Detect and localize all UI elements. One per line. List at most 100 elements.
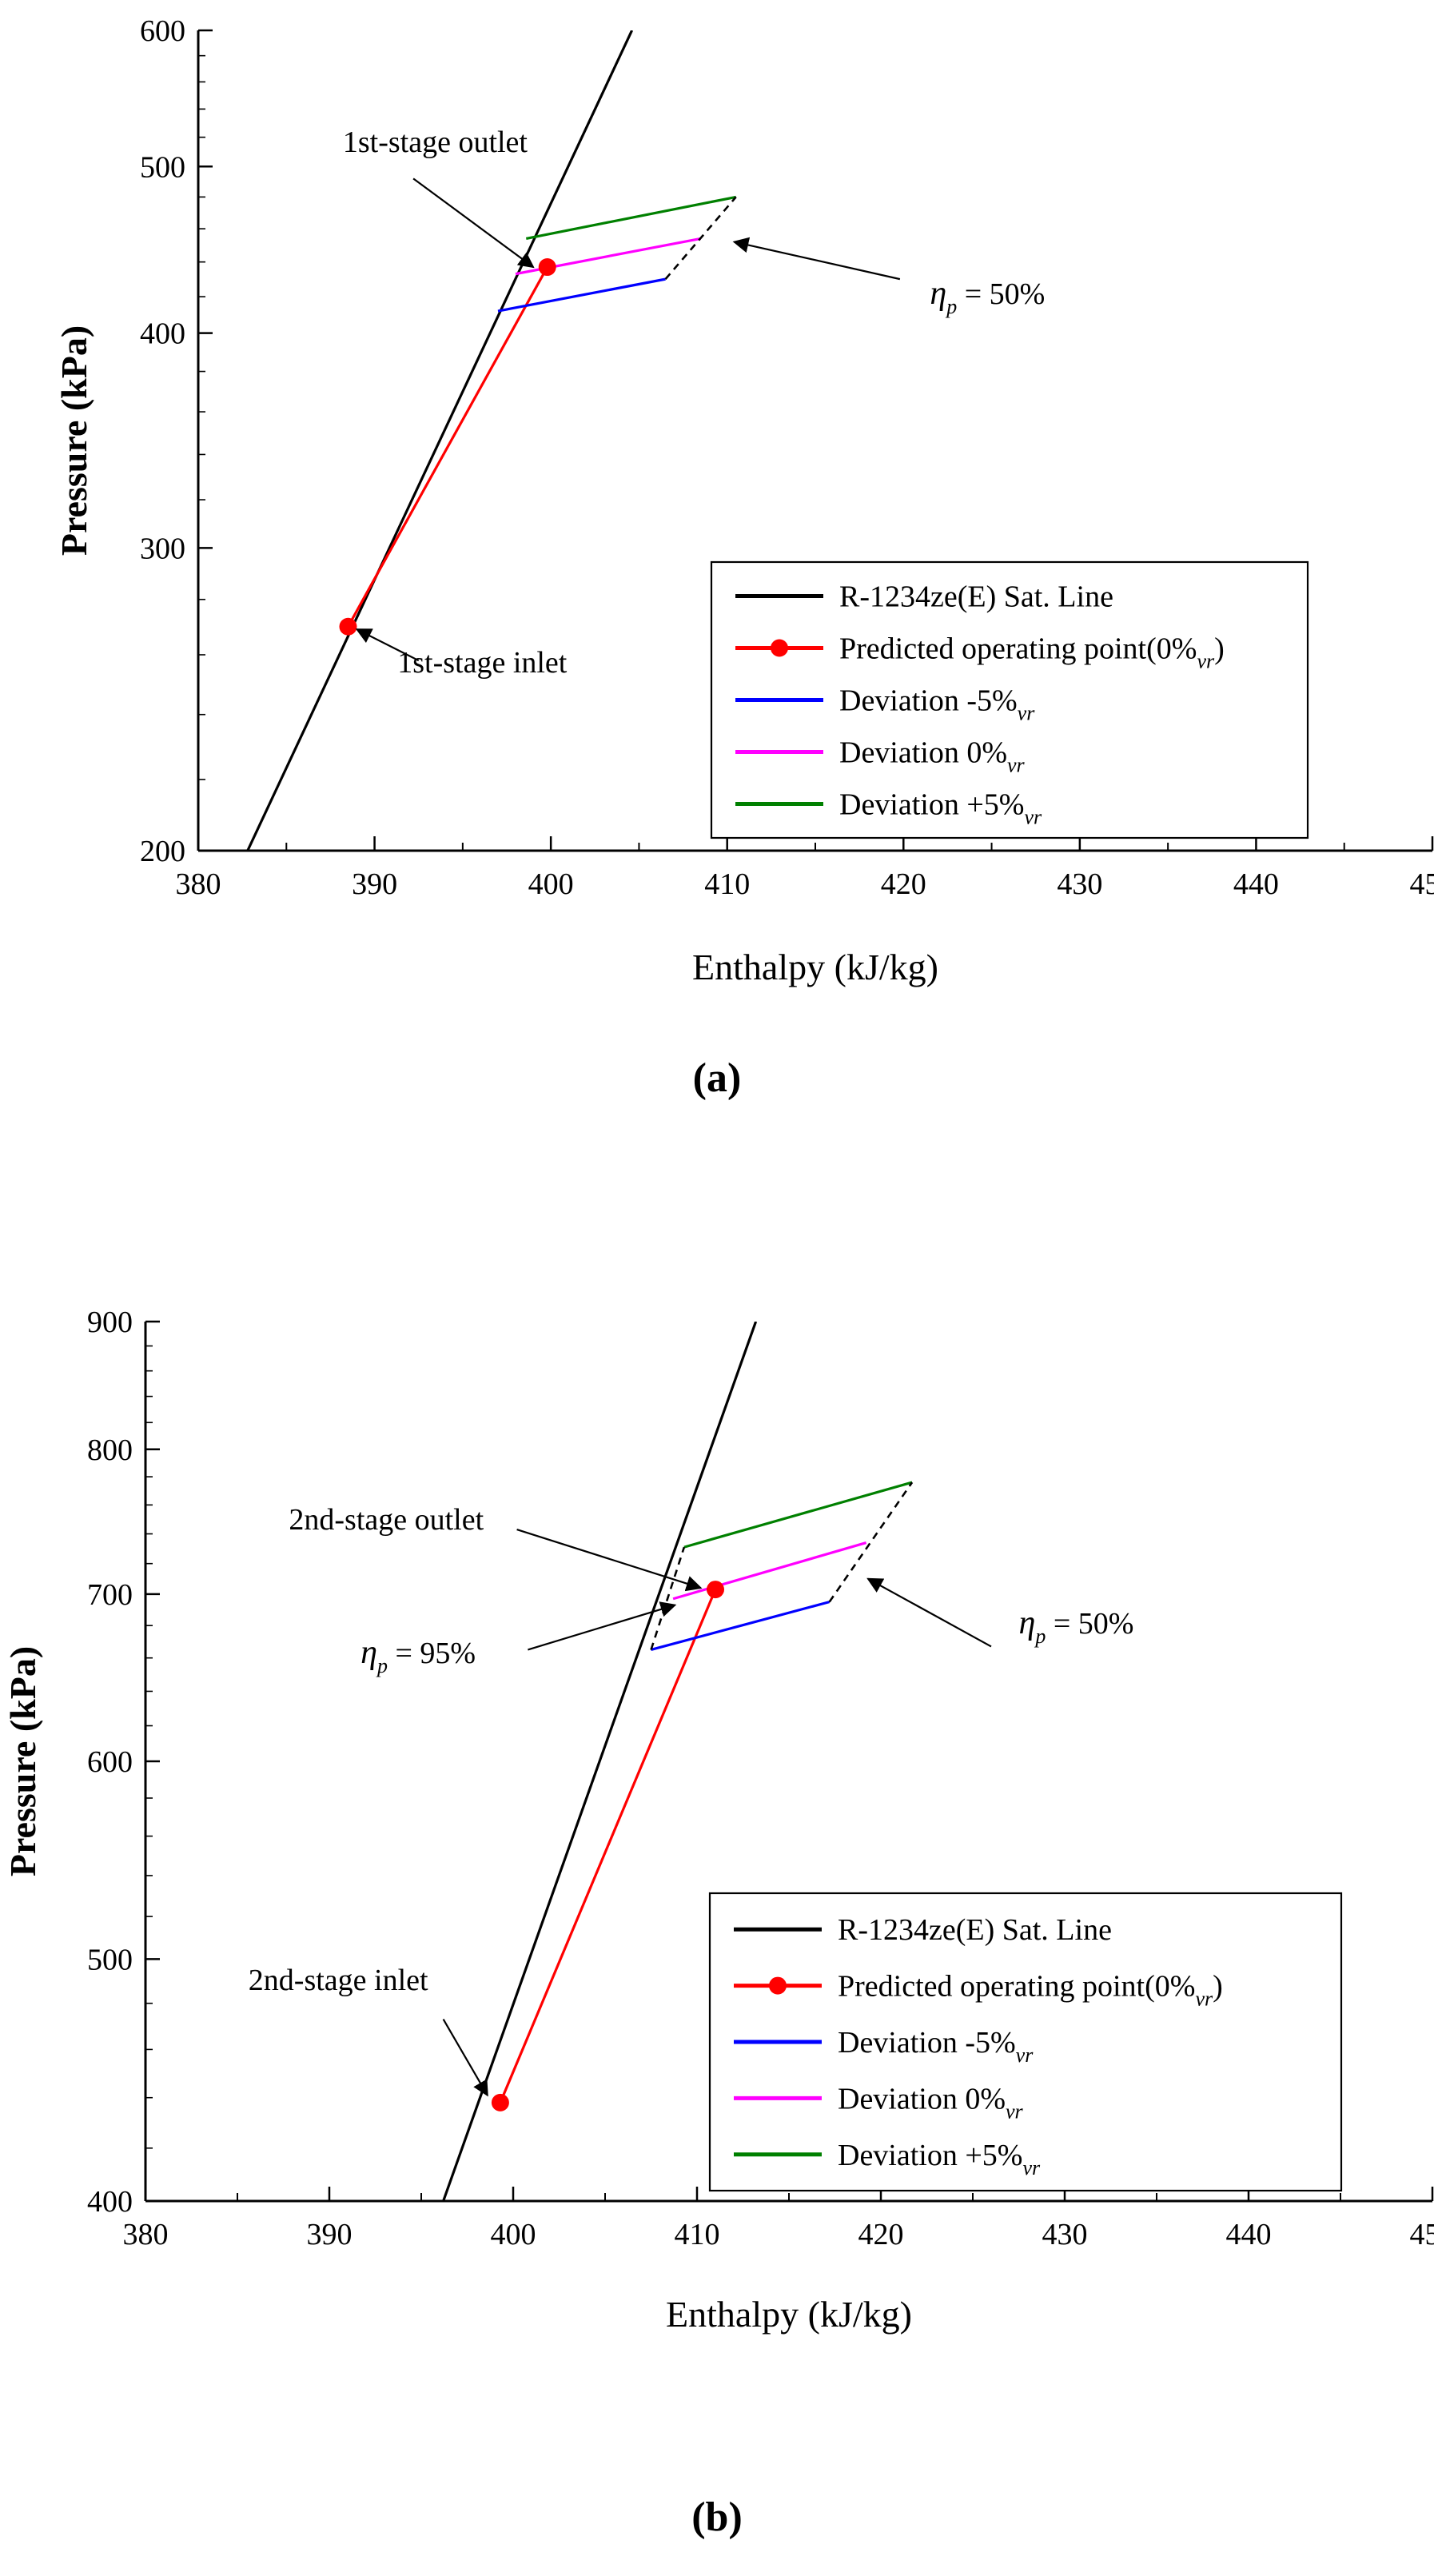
annotation-text: 1st-stage inlet [397,646,568,680]
y-tick-label-text: 400 [140,317,185,351]
annotation-arrow [732,237,901,281]
y-tick-label-text: 700 [87,1578,133,1612]
annotation-rest: = 50% [957,277,1045,311]
x-tick-label-text: 430 [1057,867,1102,901]
y-tick-label: 600 [87,1745,133,1779]
x-tick-label: 390 [352,867,397,901]
annotation-text: 1st-stage outlet [343,126,528,159]
y-tick-label: 900 [87,1306,133,1339]
chart-panel-b: 380 390 400 410 420 430 440 450 400 500 600 700 800 9… [2,1306,1434,2540]
y-tick-label: 300 [140,532,185,565]
series-line-3 [672,1541,867,1601]
x-tick-label: 450 [1410,867,1434,901]
x-tick-label-text: 440 [1233,867,1279,901]
legend-entry-label: Deviation +5%vr [839,788,1042,829]
annotation-arrow [412,177,535,269]
x-tick-label-text: 410 [675,2218,720,2251]
x-axis-label-text: Enthalpy (kJ/kg) [692,947,938,987]
series-line-1 [499,1589,717,2103]
annotation-label: 1st-stage outlet [343,126,528,159]
y-tick-label: 200 [140,835,185,868]
annotation-rest: = 95% [388,1637,476,1670]
annotation-label: ηp = 95% [360,1634,476,1677]
series-line-0 [246,30,634,851]
legend-entry-label: R-1234ze(E) Sat. Line [839,580,1113,614]
x-tick-label: 420 [881,867,926,901]
legend-entry-sub: vr [1007,754,1026,777]
annotation-label: ηp = 50% [930,275,1045,318]
legend-entry-text: R-1234ze(E) Sat. Line [839,580,1113,614]
annotation-eta: η [1019,1605,1036,1641]
y-tick-label-text: 300 [140,532,185,565]
y-tick-label-text: 500 [87,1943,133,1976]
annotation-rest: = 50% [1046,1607,1133,1641]
chart-panel-a: 380 390 400 410 420 430 440 450 200 300 400 500 600 E… [54,14,1434,1101]
legend-entry-sub: vr [1195,1988,1213,2011]
y-tick-label: 500 [87,1943,133,1976]
x-tick-label-text: 410 [704,867,750,901]
series-line-0 [442,1322,758,2201]
x-tick-label: 430 [1042,2218,1088,2251]
x-tick-label-text: 390 [352,867,397,901]
legend-swatch-marker [769,1976,787,1995]
annotation-label: 1st-stage inlet [397,646,568,680]
y-tick-label-text: 600 [140,14,185,48]
y-tick-label: 400 [87,2185,133,2219]
series-line-6 [828,1481,914,1603]
legend-entry-label: Predicted operating point(0%vr) [838,1970,1223,2011]
annotation-arrow [355,628,420,662]
legend: R-1234ze(E) Sat. Line Predicted operating… [708,1892,1343,2192]
legend-entry-sub: vr [1018,702,1036,725]
legend-entry-text: Deviation +5% [839,788,1024,822]
x-tick-label-text: 390 [307,2218,353,2251]
x-tick-label: 430 [1057,867,1102,901]
x-tick-label-text: 380 [123,2218,169,2251]
x-axis-label-text: Enthalpy (kJ/kg) [666,2294,912,2335]
legend-entry-label: Deviation 0%vr [838,2082,1024,2123]
legend: R-1234ze(E) Sat. Line Predicted operating… [710,560,1309,839]
x-tick-label: 400 [491,2218,536,2251]
x-tick-label: 410 [675,2218,720,2251]
panel-label: (a) [693,1055,742,1101]
series-line-2 [651,1601,831,1652]
annotation-arrow [516,1528,703,1592]
legend-entry-label: Predicted operating point(0%vr) [839,632,1225,673]
x-tick-label: 400 [528,867,574,901]
series-line-1 [347,266,549,628]
series-line-4 [525,195,737,240]
x-tick-label: 450 [1410,2218,1434,2251]
y-tick-label: 500 [140,150,185,184]
x-tick-label: 410 [704,867,750,901]
x-tick-label-text: 420 [881,867,926,901]
legend-entry-text: Deviation -5% [839,684,1018,718]
y-tick-label-text: 200 [140,835,185,868]
y-tick-label-text: 400 [87,2185,133,2219]
annotation-arrow [528,1601,677,1651]
y-tick-label: 600 [140,14,185,48]
series-line-4 [683,1481,913,1549]
legend-entry-label: Deviation +5%vr [838,2139,1041,2179]
x-tick-label: 420 [858,2218,904,2251]
annotation-sub: p [1034,1625,1046,1648]
legend-entry-text: Predicted operating point(0% [839,632,1197,666]
y-axis-label-text: Pressure (kPa) [54,325,94,556]
legend-entry-sub: vr [1024,806,1042,829]
legend-entry-label: R-1234ze(E) Sat. Line [838,1913,1112,1947]
annotation-text: 2nd-stage inlet [249,1964,428,1997]
operating-point-marker [707,1581,724,1599]
x-tick-label-text: 380 [176,867,221,901]
x-tick-label: 440 [1226,2218,1272,2251]
legend-entry-text: Deviation -5% [838,2026,1016,2060]
x-axis-label: Enthalpy (kJ/kg) [666,2294,912,2335]
legend-entry-suffix: ) [1213,1970,1223,2004]
legend-entry-text: R-1234ze(E) Sat. Line [838,1913,1112,1947]
x-tick-label: 390 [307,2218,353,2251]
legend-entry-label: Deviation -5%vr [838,2026,1034,2067]
operating-point-marker [538,258,556,277]
legend-entry-text: Deviation +5% [838,2139,1022,2172]
y-axis-label: Pressure (kPa) [54,325,94,556]
legend-entry-sub: vr [1022,2156,1041,2179]
x-tick-label-text: 450 [1410,867,1434,901]
legend-entry-text: Deviation 0% [838,2082,1006,2115]
